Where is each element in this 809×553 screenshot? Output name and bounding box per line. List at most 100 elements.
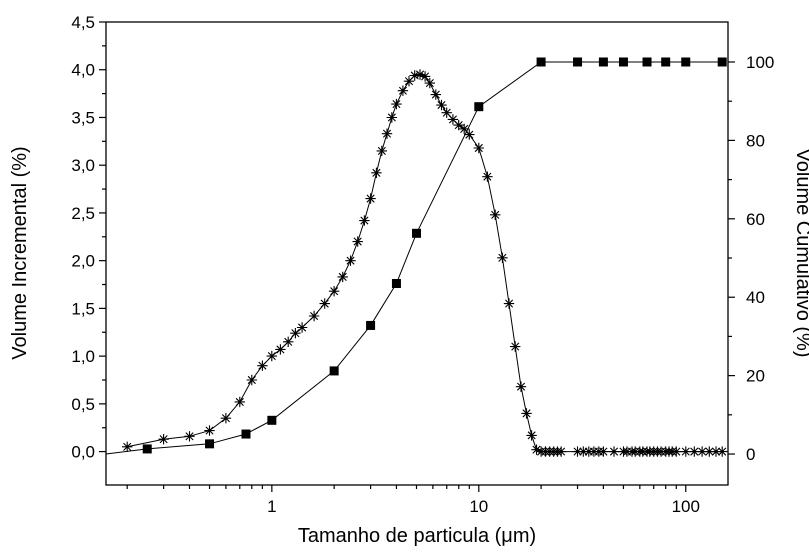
data-point-asterisk	[345, 255, 356, 266]
data-point-asterisk	[257, 360, 268, 371]
y-left-tick-label: 1,0	[71, 347, 95, 366]
data-point-asterisk	[521, 408, 532, 419]
data-point-square	[474, 102, 484, 112]
data-point-asterisk	[473, 142, 484, 154]
data-point-asterisk	[459, 123, 470, 135]
data-point-asterisk	[710, 446, 722, 457]
data-point-asterisk	[266, 350, 277, 362]
data-point-asterisk	[453, 119, 464, 131]
x-axis-ticks: 1 10 100	[126, 485, 700, 516]
data-point-asterisk	[424, 77, 435, 89]
data-point-square	[642, 57, 652, 67]
data-point-asterisk	[671, 446, 682, 457]
data-point-asterisk	[352, 236, 363, 247]
data-point-asterisk	[430, 89, 441, 100]
data-point-asterisk	[158, 434, 169, 445]
data-point-square	[241, 429, 251, 439]
data-point-asterisk	[441, 107, 452, 118]
y-left-tick-label: 2,0	[71, 252, 95, 271]
data-point-asterisk	[482, 171, 493, 182]
data-point-square	[411, 228, 421, 238]
y-left-tick-label: 0,5	[71, 395, 95, 414]
data-point-asterisk	[204, 425, 215, 436]
data-point-asterisk	[464, 129, 475, 140]
data-point-asterisk	[608, 446, 620, 457]
y-left-tick-label: 2,5	[71, 204, 95, 223]
data-point-asterisk	[359, 215, 370, 226]
data-point-asterisk	[704, 446, 715, 457]
y-left-tick-label: 4,5	[71, 13, 95, 32]
right-y-axis-ticks: 0 20 40 60 80 100	[728, 53, 774, 464]
data-point-asterisk	[572, 446, 583, 457]
x-tick-label: 1	[267, 497, 276, 516]
data-point-asterisk	[680, 446, 691, 457]
y-left-tick-label: 0,0	[71, 443, 95, 462]
data-point-asterisk	[503, 298, 515, 309]
data-point-asterisk	[414, 69, 426, 80]
x-tick-label: 10	[469, 497, 488, 516]
data-point-asterisk	[283, 336, 294, 347]
data-point-square	[391, 278, 401, 288]
data-point-asterisk	[531, 444, 542, 455]
data-point-asterisk	[376, 145, 387, 157]
data-point-asterisk	[598, 446, 609, 457]
data-point-square	[717, 57, 727, 67]
data-point-square	[267, 415, 277, 425]
y-right-tick-label: 100	[746, 53, 774, 72]
y-right-tick-label: 40	[746, 288, 765, 307]
y-right-tick-label: 60	[746, 210, 765, 229]
data-point-asterisk	[515, 381, 527, 392]
data-point-asterisk	[409, 70, 420, 81]
data-point-asterisk	[184, 431, 195, 442]
data-point-asterisk	[246, 374, 257, 386]
series-asterisk	[122, 69, 728, 457]
data-point-asterisk	[717, 446, 728, 457]
y-right-tick-label: 0	[746, 445, 755, 464]
data-point-asterisk	[296, 322, 308, 333]
data-point-square	[618, 57, 628, 67]
y-left-tick-label: 1,5	[71, 299, 95, 318]
y-right-tick-label: 80	[746, 131, 765, 150]
data-point-asterisk	[391, 98, 402, 110]
data-point-asterisk	[275, 344, 286, 355]
data-point-asterisk	[696, 446, 708, 457]
data-point-asterisk	[220, 413, 232, 424]
left-y-axis-ticks: 0,0 0,5 1,0 1,5 2,0 2,5 3,0 3,5 4,0 4,5	[71, 13, 106, 462]
data-point-asterisk	[365, 193, 376, 204]
data-point-asterisk	[328, 286, 340, 297]
data-point-square	[598, 57, 608, 67]
data-point-asterisk	[319, 298, 330, 309]
data-point-asterisk	[381, 128, 393, 139]
data-point-asterisk	[497, 252, 508, 263]
data-point-asterisk	[419, 71, 431, 82]
data-point-square	[536, 57, 546, 67]
x-axis-label: Tamanho de particula (μm)	[298, 525, 536, 547]
data-point-square	[573, 57, 583, 67]
data-point-asterisk	[403, 76, 415, 87]
data-point-square	[681, 57, 691, 67]
data-point-asterisk	[490, 209, 501, 220]
series-line	[105, 61, 723, 455]
data-point-square	[366, 320, 376, 330]
data-point-asterisk	[436, 99, 447, 111]
data-point-asterisk	[578, 446, 589, 457]
data-point-asterisk	[386, 112, 397, 123]
y-right-tick-label: 20	[746, 367, 765, 386]
data-point-asterisk	[308, 310, 320, 322]
series-square	[105, 57, 727, 455]
data-point-asterisk	[526, 430, 537, 441]
data-point-asterisk	[337, 271, 348, 283]
data-point-square	[661, 57, 671, 67]
series-line	[127, 73, 723, 453]
data-point-asterisk	[556, 446, 567, 457]
data-point-asterisk	[290, 328, 301, 339]
plot-frame	[105, 21, 729, 486]
left-y-axis-label: Volume Incremental (%)	[9, 146, 31, 359]
data-point-asterisk	[234, 396, 245, 408]
data-point-asterisk	[689, 446, 700, 457]
data-point-asterisk	[510, 341, 521, 352]
data-point-square	[329, 366, 339, 376]
right-y-axis-label: Volume Cumulativo (%)	[792, 149, 809, 358]
data-point-square	[142, 444, 152, 454]
